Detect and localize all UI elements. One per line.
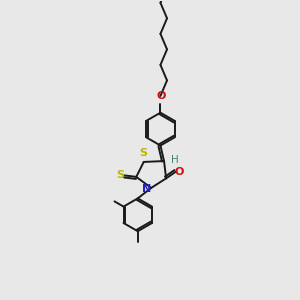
Text: S: S: [117, 170, 125, 180]
Text: O: O: [175, 167, 184, 177]
Text: O: O: [156, 91, 166, 101]
Text: S: S: [139, 148, 147, 158]
Text: N: N: [142, 184, 151, 194]
Text: H: H: [171, 154, 178, 165]
